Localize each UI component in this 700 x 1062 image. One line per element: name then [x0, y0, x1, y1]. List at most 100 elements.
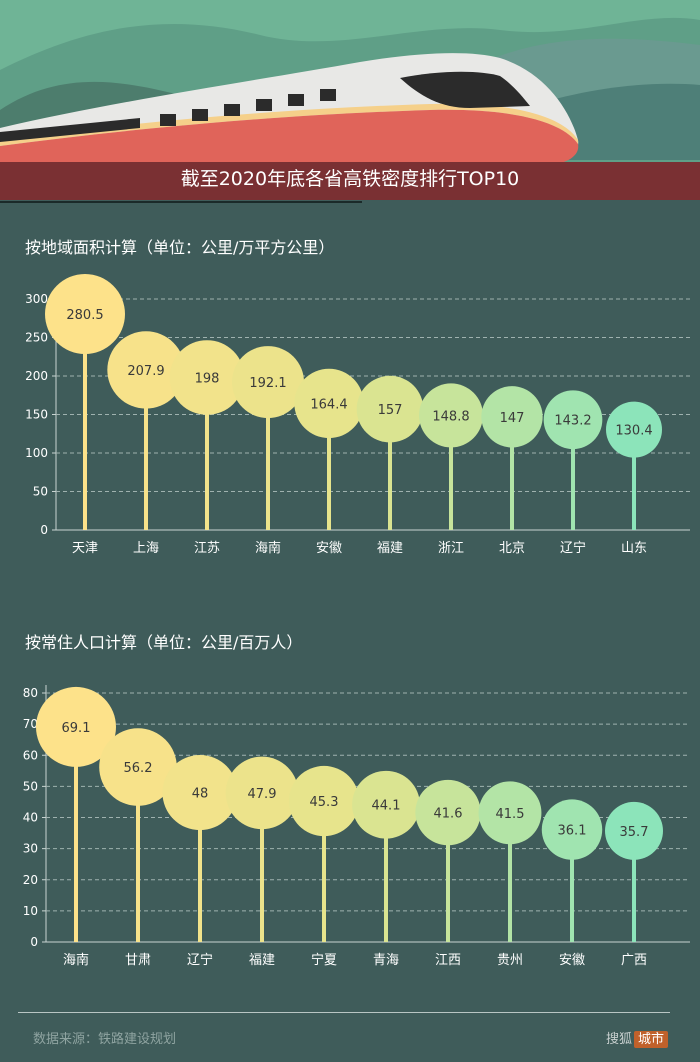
x-tick-label: 海南: [63, 952, 89, 968]
bar-bubble: [415, 779, 481, 846]
x-tick-label: 上海: [133, 541, 159, 556]
x-tick-label: 福建: [377, 541, 403, 556]
bar-上海: 207.9 上海: [107, 331, 185, 556]
y-tick-label: 80: [23, 686, 38, 700]
data-label: 157: [378, 403, 403, 418]
bar-福建: 157 福建: [356, 375, 424, 556]
x-tick-label: 宁夏: [311, 952, 337, 968]
data-label: 280.5: [66, 308, 103, 323]
title-banner: [0, 162, 700, 200]
data-label: 56.2: [124, 761, 153, 776]
x-tick-label: 辽宁: [187, 952, 213, 968]
bar-bubble: [478, 781, 542, 845]
train-lower-body: [0, 109, 579, 164]
bar-bubble: [294, 368, 364, 439]
x-tick-label: 贵州: [497, 953, 523, 968]
bar-辽宁: 48 辽宁: [162, 755, 238, 968]
data-label: 41.6: [434, 807, 463, 822]
data-label: 147: [500, 411, 525, 426]
x-tick-label: 福建: [249, 953, 275, 968]
data-label: 36.1: [558, 824, 587, 839]
sohu-logo: 搜狐 城市: [606, 1028, 669, 1048]
page-title: 截至2020年底各省高铁密度排行TOP10: [180, 168, 520, 190]
train-windows: [0, 89, 336, 142]
bar-bubble: [45, 274, 125, 355]
bar-bubble: [36, 686, 116, 767]
data-label: 198: [195, 372, 220, 387]
bar-北京: 147 北京: [481, 386, 543, 556]
bar-海南: 69.1 海南: [36, 686, 116, 968]
bar-江西: 41.6 江西: [415, 779, 481, 968]
bar-bubble: [162, 755, 238, 831]
data-label: 41.5: [496, 807, 525, 822]
y-tick-label: 150: [25, 408, 48, 422]
bar-bubble: [543, 390, 603, 450]
data-label: 148.8: [432, 409, 469, 424]
data-label: 164.4: [310, 397, 347, 412]
header-illustration: [0, 0, 700, 200]
bar-青海: 44.1 青海: [352, 770, 420, 968]
bar-bubble: [541, 799, 603, 860]
bar-江苏: 198 江苏: [169, 340, 245, 556]
bar-bubble: [605, 801, 663, 860]
x-tick-label: 安徽: [559, 953, 585, 968]
data-label: 44.1: [372, 799, 401, 814]
data-label: 45.3: [310, 795, 339, 810]
train-windshield: [400, 71, 530, 108]
x-tick-label: 安徽: [316, 541, 342, 556]
y-tick-label: 40: [23, 811, 38, 825]
bar-天津: 280.5 天津: [45, 274, 125, 556]
bar-宁夏: 45.3 宁夏: [288, 765, 360, 968]
bar-安徽: 36.1 安徽: [541, 799, 603, 968]
y-tick-label: 100: [25, 446, 48, 460]
x-tick-label: 甘肃: [125, 953, 151, 968]
x-tick-label: 浙江: [438, 541, 464, 556]
x-tick-label: 天津: [72, 541, 98, 556]
bar-浙江: 148.8 浙江: [419, 383, 483, 556]
x-tick-label: 北京: [499, 541, 525, 556]
x-tick-label: 江西: [435, 953, 461, 968]
footer-divider: [18, 1012, 670, 1013]
data-label: 130.4: [615, 424, 652, 439]
title-underline: [0, 201, 362, 203]
x-tick-label: 青海: [373, 953, 399, 968]
logo-text: 搜狐: [606, 1032, 633, 1047]
chart1-title: 按地域面积计算（单位：公里/万平方公里）: [25, 238, 335, 257]
bar-贵州: 41.5 贵州: [478, 781, 542, 968]
bar-bubble: [99, 728, 177, 806]
y-tick-label: 20: [23, 873, 38, 887]
bar-海南: 192.1 海南: [232, 346, 304, 556]
y-tick-label: 60: [23, 748, 38, 762]
data-label: 48: [192, 787, 209, 802]
bar-辽宁: 143.2 辽宁: [543, 390, 603, 556]
chart2-title: 按常住人口计算（单位：公里/百万人）: [25, 633, 303, 652]
data-source: 数据来源：铁路建设规划: [33, 1032, 177, 1047]
y-tick-label: 300: [25, 292, 48, 306]
train-stripe: [0, 103, 578, 146]
bar-bubble: [288, 765, 360, 837]
bar-bubble: [481, 386, 543, 448]
x-tick-label: 海南: [255, 540, 281, 556]
bar-甘肃: 56.2 甘肃: [99, 728, 177, 968]
data-label: 207.9: [127, 364, 164, 379]
bar-bubble: [356, 375, 424, 443]
x-tick-label: 广西: [621, 953, 647, 968]
logo-city-badge: 城市: [634, 1031, 669, 1048]
y-tick-label: 250: [25, 331, 48, 345]
y-tick-label: 70: [23, 717, 38, 731]
bar-安徽: 164.4 安徽: [294, 368, 364, 556]
data-label: 192.1: [249, 376, 286, 391]
bar-bubble: [225, 756, 299, 830]
chart-population-density: 0102030405060708069.1海南56.2甘肃48辽宁47.9福建4…: [23, 685, 690, 968]
x-tick-label: 山东: [621, 541, 647, 556]
y-tick-label: 0: [40, 523, 48, 537]
bar-bubble: [606, 401, 662, 458]
y-tick-label: 30: [23, 842, 38, 856]
y-tick-label: 10: [23, 904, 38, 918]
y-tick-label: 200: [25, 369, 48, 383]
bar-bubble: [419, 383, 483, 448]
bar-广西: 35.7 广西: [605, 801, 663, 968]
x-tick-label: 江苏: [194, 540, 220, 556]
y-tick-label: 50: [33, 485, 48, 499]
data-label: 69.1: [62, 721, 91, 736]
